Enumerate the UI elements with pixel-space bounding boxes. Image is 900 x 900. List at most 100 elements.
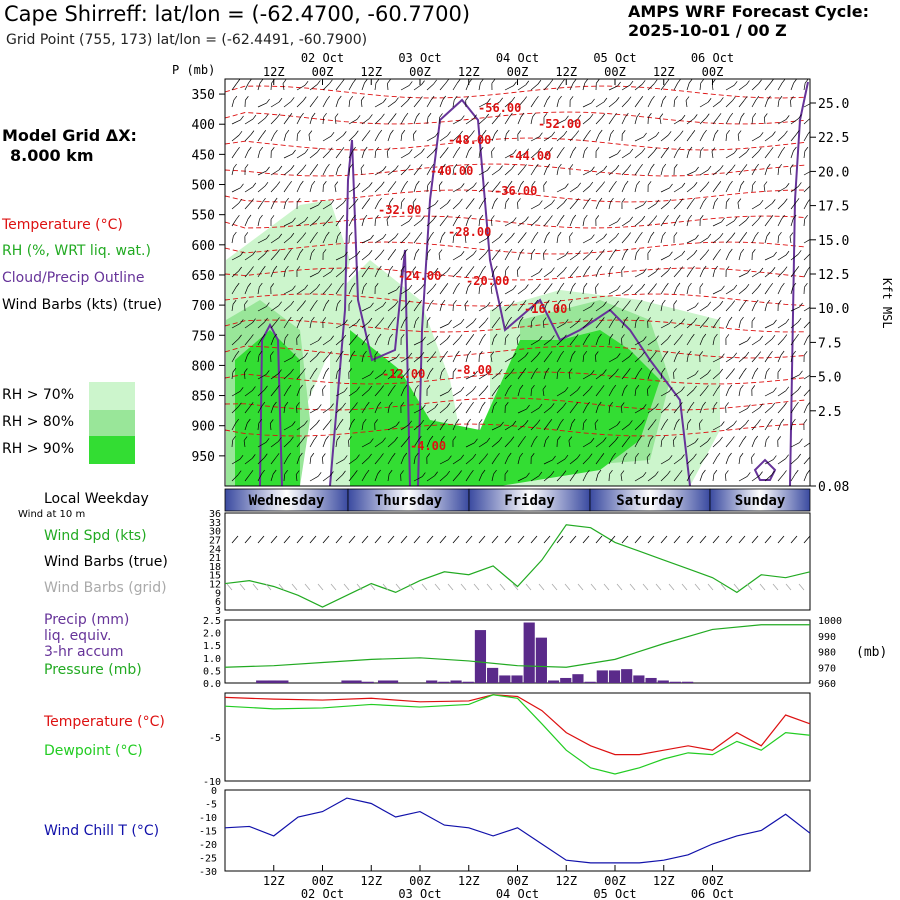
wind-barb-flag bbox=[721, 217, 725, 223]
wind-barb-flag bbox=[575, 198, 579, 203]
wind-barb bbox=[322, 287, 330, 295]
wind-barb bbox=[244, 458, 253, 465]
wind-barb-flag bbox=[261, 333, 266, 339]
wind-barb-flag bbox=[250, 266, 254, 271]
wind-barb bbox=[738, 457, 741, 465]
wind-barb-flag bbox=[600, 453, 605, 458]
wind-barb bbox=[413, 340, 423, 346]
wind-tick-label: 12 bbox=[209, 580, 221, 591]
wind-barb-flag bbox=[733, 420, 737, 425]
wind-barb bbox=[244, 474, 251, 482]
temperature-contour-2 bbox=[225, 137, 806, 151]
wind-barb bbox=[452, 134, 460, 142]
wind-barb bbox=[387, 83, 389, 91]
precip-bar bbox=[341, 680, 362, 683]
wind-barb bbox=[595, 441, 604, 448]
wind-barb bbox=[634, 408, 644, 414]
wind-barb bbox=[582, 373, 592, 380]
wind-barb bbox=[725, 372, 732, 380]
wind-barb bbox=[361, 442, 371, 448]
wind-barb bbox=[712, 133, 716, 142]
wind-barb bbox=[387, 253, 394, 261]
wind-barb-flag bbox=[783, 198, 788, 203]
wind-barb-flag bbox=[370, 370, 374, 375]
wind-barb bbox=[543, 99, 548, 108]
wind-barb-flag bbox=[795, 401, 799, 407]
wind-barb bbox=[335, 406, 343, 414]
wind-barb-flag bbox=[612, 384, 617, 390]
wind-barb-flag bbox=[485, 181, 489, 187]
surface-wind-barb-true bbox=[647, 535, 655, 544]
wind-barb bbox=[348, 186, 358, 193]
wind-barb-flag bbox=[625, 112, 629, 118]
wind-barb-flag bbox=[340, 350, 344, 356]
wind-barb bbox=[764, 338, 773, 346]
wind-barb bbox=[270, 457, 277, 465]
wind-barb-flag bbox=[292, 217, 296, 223]
wind-barb-flag bbox=[408, 81, 413, 86]
surface-wind-barb-grid bbox=[629, 583, 636, 591]
wind-barb bbox=[517, 440, 523, 448]
wind-barb bbox=[374, 117, 382, 125]
wind-barb bbox=[231, 270, 239, 278]
kft-tick-label: 17.5 bbox=[818, 200, 849, 215]
surface-wind-barb-true bbox=[439, 535, 447, 544]
wind-barb bbox=[244, 422, 248, 431]
wind-barb-flag bbox=[780, 418, 785, 424]
wind-barb-flag bbox=[812, 370, 815, 374]
wind-barb-flag bbox=[400, 470, 404, 475]
wind-barb-flag bbox=[368, 385, 373, 391]
pressure-tick-label: 500 bbox=[192, 179, 215, 194]
surface-wind-barb-grid bbox=[798, 583, 805, 591]
wind-barb-flag bbox=[719, 300, 724, 306]
wind-barb bbox=[595, 373, 604, 380]
wind-barb bbox=[777, 82, 783, 91]
wind-barb-flag bbox=[433, 147, 437, 153]
wind-barb-flag bbox=[597, 401, 602, 407]
wind-barb bbox=[491, 305, 500, 312]
wind-barb-flag bbox=[368, 453, 372, 459]
wind-barb bbox=[763, 117, 766, 125]
wind-barb-flag bbox=[629, 80, 634, 86]
wind-barb-flag bbox=[348, 300, 353, 305]
wind-barb-flag bbox=[565, 251, 569, 256]
precip-bar bbox=[256, 680, 277, 683]
wind-barb bbox=[309, 303, 315, 312]
wind-barb-flag bbox=[780, 350, 785, 356]
wind-barb-flag bbox=[516, 266, 521, 271]
wind-barb-flag bbox=[468, 214, 472, 220]
wind-barb-flag bbox=[676, 418, 680, 424]
wind-barb bbox=[413, 388, 416, 397]
wind-barb bbox=[595, 201, 600, 210]
wind-barb bbox=[400, 100, 408, 108]
wind-barb bbox=[647, 303, 652, 312]
wind-barb-flag bbox=[434, 403, 439, 409]
wind-barb-flag bbox=[314, 96, 319, 101]
surface-wind-barb-true bbox=[738, 535, 746, 544]
wind-barb-flag bbox=[470, 469, 474, 475]
wind-barb-flag bbox=[284, 333, 289, 339]
wind-barb bbox=[647, 167, 652, 176]
wind-barb-flag bbox=[597, 469, 602, 475]
wind-barb-flag bbox=[530, 453, 535, 458]
wind-barb bbox=[764, 440, 767, 448]
wind-barb bbox=[582, 201, 588, 210]
wind-barb bbox=[621, 84, 631, 91]
wind-barb bbox=[270, 269, 275, 278]
wind-barb bbox=[738, 152, 747, 159]
wind-barb-flag bbox=[337, 367, 341, 373]
wind-barb-flag bbox=[667, 198, 672, 204]
pressure-tick-label-right: 1000 bbox=[818, 616, 842, 627]
wind-tick-label: 18 bbox=[209, 562, 221, 573]
wind-barb bbox=[335, 286, 341, 295]
wind-barb bbox=[673, 100, 675, 108]
wind-barb bbox=[530, 303, 536, 312]
wind-barb-flag bbox=[342, 199, 347, 204]
wind-barb-flag bbox=[601, 113, 606, 118]
wind-barb-flag bbox=[482, 197, 487, 203]
wind-barb bbox=[595, 169, 604, 176]
wind-barb bbox=[725, 152, 735, 159]
wind-barb-flag bbox=[403, 316, 408, 322]
wind-barb-flag bbox=[302, 96, 307, 101]
wind-barb bbox=[777, 422, 782, 431]
